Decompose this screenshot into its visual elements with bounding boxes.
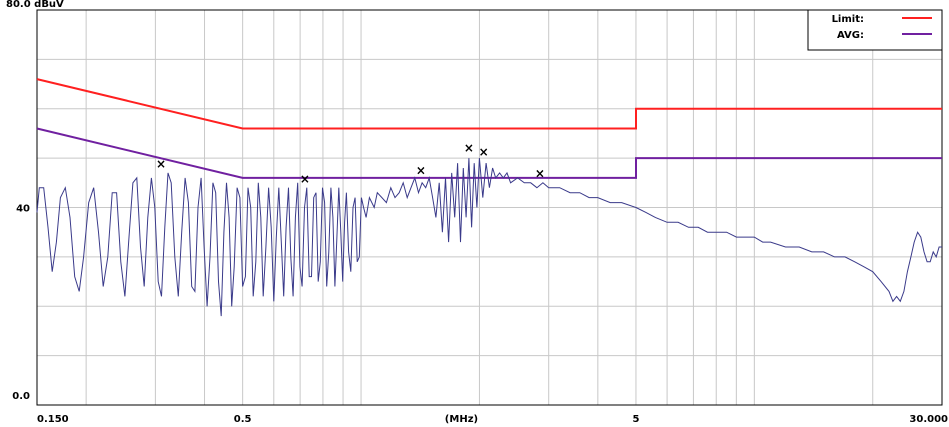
x-tick-label: (MHz): [445, 414, 478, 425]
avg-limit-line: [36, 127, 942, 179]
x-tick-label: 0.5: [234, 414, 252, 425]
y-tick-label: 0.0: [12, 391, 30, 402]
peak-marker: ×: [479, 145, 489, 159]
series-layer: [36, 78, 942, 317]
peak-marker: ×: [416, 163, 426, 177]
legend-box: [807, 9, 943, 51]
axis-ticks: 0.150 0.5 (MHz) 5 30.000 0.0 40: [12, 204, 948, 426]
measurement-trace: [36, 158, 942, 317]
y-top-label: 80.0 dBuV: [6, 0, 64, 10]
x-tick-label: 0.150: [37, 414, 69, 425]
legend-label: AVG:: [837, 30, 864, 41]
x-tick-label: 5: [632, 414, 639, 425]
peak-marker: ×: [535, 166, 545, 180]
legend-label: Limit:: [832, 14, 864, 25]
y-tick-label: 40: [16, 204, 30, 215]
peak-marker: ×: [300, 172, 310, 186]
limit-line: [36, 78, 942, 130]
peak-marker: ×: [464, 141, 474, 155]
peak-markers: × × × × × ×: [156, 141, 545, 186]
x-tick-label: 30.000: [909, 414, 948, 425]
legend: Limit: AVG:: [807, 9, 943, 51]
peak-marker: ×: [156, 157, 166, 171]
